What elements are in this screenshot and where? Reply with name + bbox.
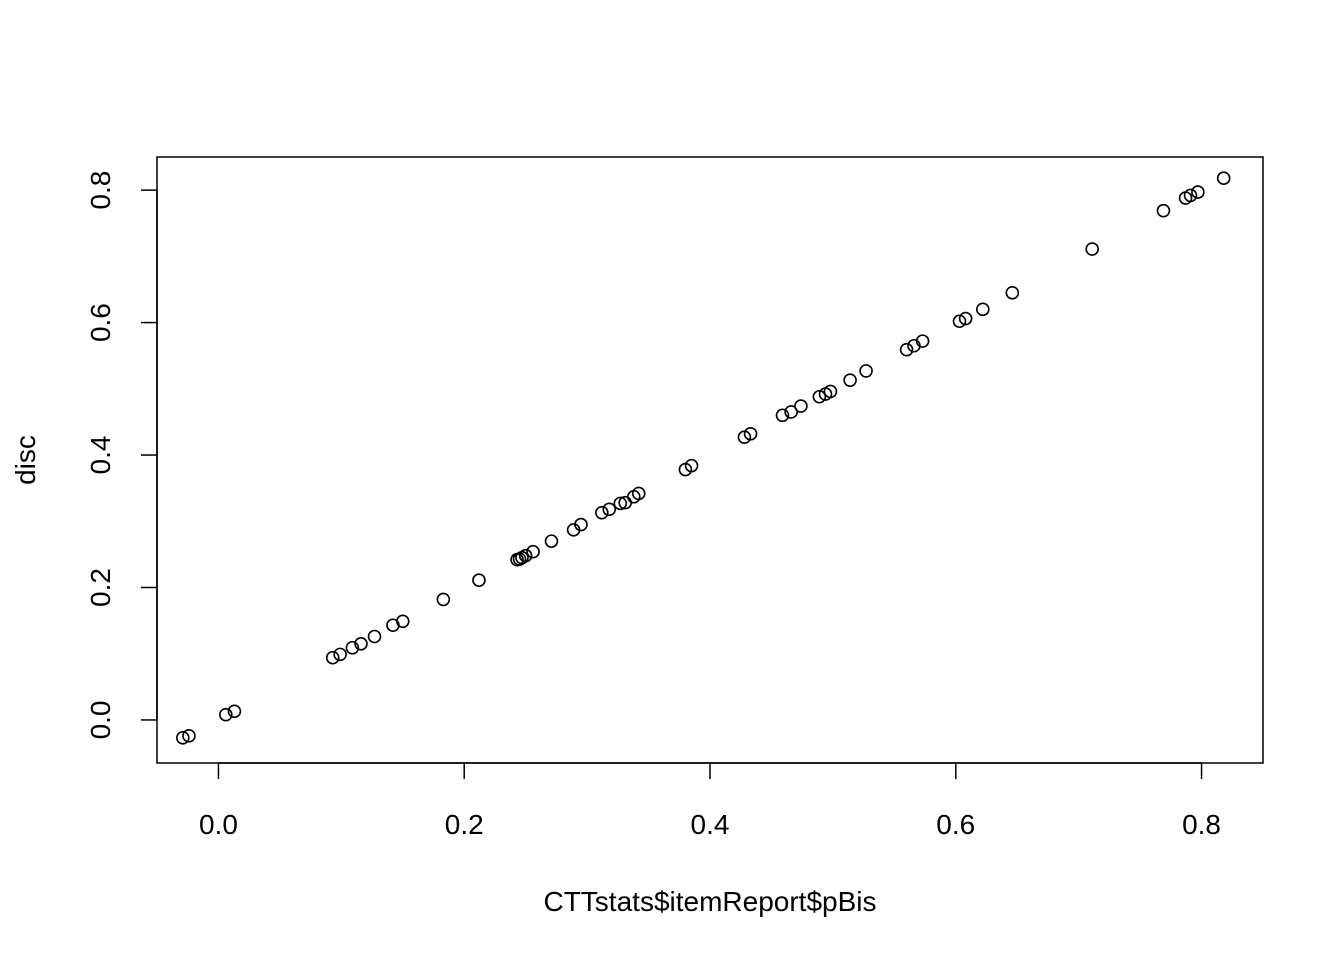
data-point [367, 629, 382, 644]
x-tick-label: 0.4 [691, 809, 730, 840]
data-point [602, 502, 617, 517]
data-point [227, 704, 242, 719]
data-point [395, 614, 410, 629]
data-point [182, 729, 196, 743]
data-point [794, 399, 808, 413]
x-tick-label: 0.8 [1182, 809, 1221, 840]
data-point [526, 544, 540, 559]
data-point [219, 707, 233, 722]
data-point [812, 389, 827, 404]
plot-frame [156, 156, 1264, 764]
data-point [952, 314, 967, 329]
y-axis-label: disc [10, 435, 41, 485]
data-point [518, 548, 533, 563]
data-point [436, 592, 451, 607]
y-tick-label: 0.6 [85, 303, 116, 342]
y-tick-label: 0.4 [85, 436, 116, 475]
data-point [899, 342, 914, 357]
y-tick-label: 0.8 [85, 171, 116, 210]
x-axis-label: CTTstats$itemReport$pBis [543, 886, 876, 917]
data-point [544, 534, 559, 548]
data-point [859, 364, 873, 378]
x-tick-label: 0.0 [199, 809, 238, 840]
data-points [176, 171, 1231, 745]
data-point [574, 517, 588, 532]
data-point [823, 384, 838, 399]
data-point [843, 373, 857, 387]
data-point [1085, 242, 1099, 256]
data-point [345, 640, 360, 655]
data-point [958, 311, 973, 326]
data-point [684, 458, 699, 473]
data-point [1216, 171, 1231, 185]
y-tick-label: 0.2 [85, 568, 116, 607]
x-tick-label: 0.6 [936, 809, 975, 840]
x-tick-label: 0.2 [445, 809, 484, 840]
data-point [325, 650, 340, 665]
x-axis: 0.0 0.2 0.4 0.6 0.8 [199, 762, 1221, 840]
y-tick-label: 0.0 [85, 700, 116, 739]
data-point [613, 496, 628, 511]
data-point [784, 405, 798, 419]
data-point [176, 731, 190, 745]
data-point [354, 636, 368, 651]
data-point [1191, 185, 1205, 199]
data-point [631, 486, 646, 501]
data-point [472, 573, 486, 588]
data-point [1156, 203, 1171, 218]
data-point [1005, 285, 1020, 300]
data-point [333, 647, 347, 662]
data-point [775, 408, 790, 423]
data-point [1183, 188, 1198, 203]
data-point [915, 334, 930, 348]
data-point [595, 505, 609, 520]
data-point [976, 302, 990, 317]
y-axis: 0.0 0.2 0.4 0.6 0.8 [85, 171, 158, 739]
data-point [743, 427, 758, 441]
